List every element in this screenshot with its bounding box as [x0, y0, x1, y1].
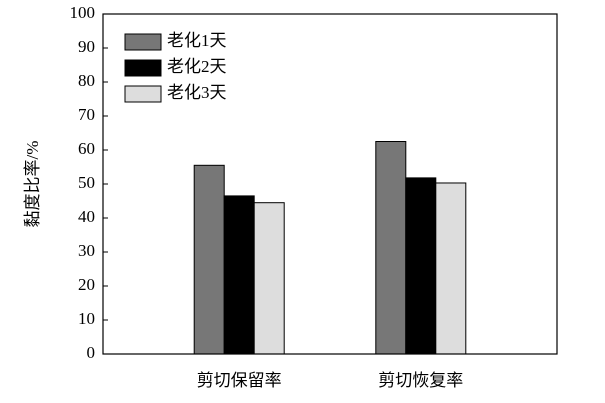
bar — [253, 202, 285, 355]
legend-swatch — [124, 33, 162, 51]
legend-label: 老化3天 — [167, 83, 227, 102]
y-tick-label: 100 — [70, 3, 96, 22]
y-tick-label: 60 — [78, 139, 95, 158]
legend-swatch — [124, 85, 162, 103]
y-tick-label: 20 — [78, 275, 95, 294]
bar — [193, 164, 225, 355]
y-tick-label: 10 — [78, 309, 95, 328]
legend-label: 老化2天 — [167, 57, 227, 76]
y-tick-label: 90 — [78, 37, 95, 56]
y-tick-label: 40 — [78, 207, 95, 226]
y-tick-label: 50 — [78, 173, 95, 192]
y-tick-label: 80 — [78, 71, 95, 90]
bar — [405, 177, 437, 355]
x-tick-label: 剪切恢复率 — [378, 371, 463, 390]
legend-label: 老化1天 — [167, 31, 227, 50]
y-tick-label: 30 — [78, 241, 95, 260]
legend-swatch — [124, 59, 162, 77]
bar — [435, 182, 467, 355]
y-axis-label: 黏度比率/% — [23, 141, 42, 228]
bar — [375, 141, 407, 355]
plot-frame — [102, 13, 558, 355]
y-tick-label: 70 — [78, 105, 95, 124]
bar — [223, 195, 255, 355]
x-tick-label: 剪切保留率 — [197, 371, 282, 390]
y-tick-label: 0 — [87, 343, 96, 362]
